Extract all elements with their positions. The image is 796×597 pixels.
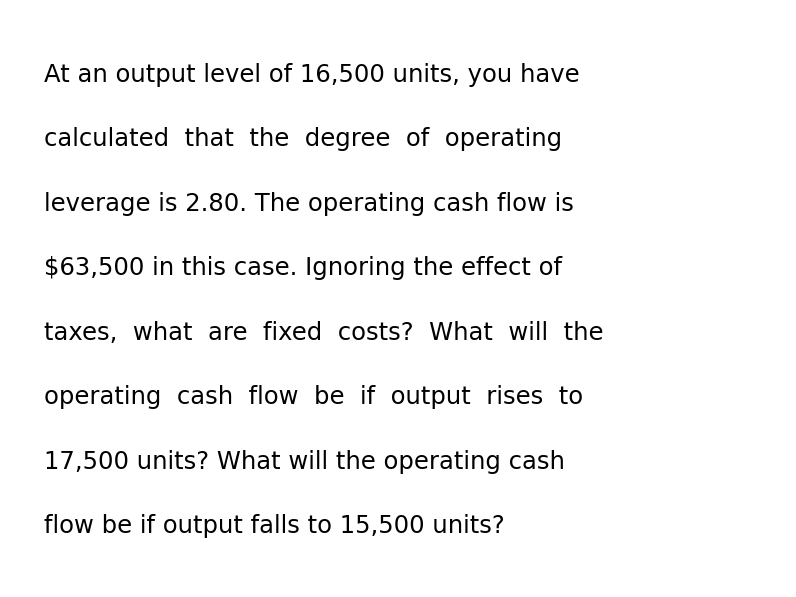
Text: leverage is 2.80. The operating cash flow is: leverage is 2.80. The operating cash flo… (44, 192, 574, 216)
Text: $63,500 in this case. Ignoring the effect of: $63,500 in this case. Ignoring the effec… (44, 256, 562, 280)
Text: flow be if output falls to 15,500 units?: flow be if output falls to 15,500 units? (44, 514, 505, 538)
Text: At an output level of 16,500 units, you have: At an output level of 16,500 units, you … (44, 63, 579, 87)
Text: calculated  that  the  degree  of  operating: calculated that the degree of operating (44, 127, 562, 151)
Text: operating  cash  flow  be  if  output  rises  to: operating cash flow be if output rises t… (44, 385, 583, 409)
Text: 17,500 units? What will the operating cash: 17,500 units? What will the operating ca… (44, 450, 564, 473)
Text: taxes,  what  are  fixed  costs?  What  will  the: taxes, what are fixed costs? What will t… (44, 321, 603, 344)
